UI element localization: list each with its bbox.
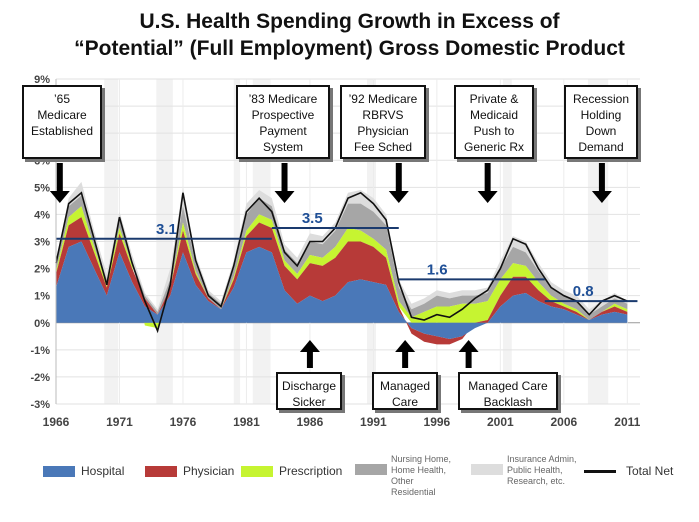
callout-top-1-line: Prospective [251, 108, 315, 122]
x-tick-label-7: 2001 [487, 415, 514, 429]
callout-top-2-line: Fee Sched [353, 140, 413, 154]
area-series-hospital [56, 241, 628, 339]
x-tick-label-5: 1991 [360, 415, 387, 429]
callout-top-0-line: Established [30, 124, 94, 138]
callout-top-3-line: Push to [473, 124, 515, 138]
callout-top-1: ’83 Medicare Prospective Payment System [236, 85, 330, 159]
legend-label-total: Total Net [626, 464, 674, 478]
legend-label-nursing: Nursing Home, Home Health, Other Residen… [391, 454, 452, 497]
chart-title-line1: U.S. Health Spending Growth in Excess of [139, 10, 560, 33]
legend-label-insurance: Insurance Admin, Public Health, Research… [507, 454, 577, 486]
callout-bottom-0-line: Discharge [281, 379, 337, 393]
y-tick-label-10: -1% [30, 345, 50, 357]
callout-bottom-0-line: Sicker [292, 395, 326, 409]
callout-bottom-1: Managed Care [372, 372, 438, 410]
callout-top-arrow-4-head [591, 191, 612, 203]
callout-top-3: Private & Medicaid Push to Generic Rx [454, 85, 534, 159]
y-tick-label-9: 0% [34, 318, 50, 330]
callout-top-arrow-3-head [477, 191, 498, 203]
area-series-insurance-admin [56, 181, 628, 315]
x-tick-label-2: 1976 [170, 415, 197, 429]
chart-title-line2: “Potential” (Full Employment) Gross Dome… [74, 37, 625, 60]
legend-label-hospital: Hospital [81, 464, 125, 478]
area-series-prescription [56, 206, 628, 329]
callout-top-arrow-1-head [274, 191, 295, 203]
x-tick-label-0: 1966 [43, 415, 70, 429]
y-tick-label-7: 2% [34, 264, 50, 276]
y-tick-label-11: -2% [30, 372, 50, 384]
chart-canvas: 9%8%7%6%5%4%3%2%1%0%-1%-2%-3%19661971197… [30, 74, 640, 429]
callout-bottom-arrow-1-head [395, 340, 416, 352]
callout-top-4-line: Demand [578, 140, 624, 154]
callout-bottom-1-line: Managed [379, 379, 431, 393]
callout-top-1-line: System [262, 140, 303, 154]
callout-bottom-1-line: Care [391, 395, 418, 409]
callout-top-arrow-2-head [388, 191, 409, 203]
average-label-1: 3.5 [302, 210, 323, 227]
legend-swatch-nursing [355, 464, 387, 475]
callout-top-4-line: Holding [580, 108, 622, 122]
callout-bottom-0: Discharge Sicker [276, 372, 342, 410]
x-tick-label-8: 2006 [550, 415, 577, 429]
callout-top-2-line: Physician [357, 124, 409, 138]
callout-top-0-line: Medicare [37, 108, 87, 122]
y-tick-label-5: 4% [34, 209, 50, 221]
legend-swatch-hospital [43, 466, 75, 477]
callout-bottom-2-line: Backlash [483, 395, 533, 409]
callout-top-0: ’65 Medicare Established [22, 85, 102, 159]
callout-top-4-line: Down [585, 124, 617, 138]
area-series-physician [56, 217, 628, 345]
y-tick-label-6: 3% [34, 237, 50, 249]
callout-top-3-line: Generic Rx [463, 140, 525, 154]
y-tick-label-8: 1% [34, 291, 50, 303]
callout-top-0-line: ’65 [53, 92, 70, 106]
average-label-3: 0.8 [573, 283, 594, 300]
callout-bottom-arrow-2-head [458, 340, 479, 352]
x-tick-label-6: 1996 [424, 415, 451, 429]
callout-top-4-line: Recession [572, 92, 630, 106]
area-series-nursing-home [56, 195, 628, 321]
x-tick-label-9: 2011 [614, 415, 640, 429]
callout-bottom-arrow-0-head [299, 340, 320, 352]
legend-label-physician: Physician [183, 464, 235, 478]
callout-top-4: Recession Holding Down Demand [564, 85, 638, 159]
callout-top-2-line: RBRVS [362, 108, 404, 122]
x-tick-label-4: 1986 [297, 415, 324, 429]
callout-bottom-2-line: Managed Care [468, 379, 548, 393]
callout-bottom-2: Managed Care Backlash [458, 372, 558, 410]
legend-swatch-total [584, 470, 616, 473]
legend-label-prescription: Prescription [279, 464, 343, 478]
callout-top-arrow-0-head [49, 191, 70, 203]
x-tick-label-1: 1971 [106, 415, 133, 429]
y-tick-label-4: 5% [34, 182, 50, 194]
average-label-2: 1.6 [427, 261, 448, 278]
legend-swatch-insurance [471, 464, 503, 475]
callout-top-3-line: Private & [469, 92, 519, 106]
chart-title: U.S. Health Spending Growth in Excess of… [0, 8, 699, 62]
legend: Hospital Physician Prescription Nursing … [0, 450, 699, 522]
legend-swatch-physician [145, 466, 177, 477]
callout-top-1-line: ’83 Medicare [248, 92, 318, 106]
average-label-0: 3.1 [156, 221, 177, 238]
callout-top-3-line: Medicaid [469, 108, 519, 122]
callout-top-2: ’92 Medicare RBRVS Physician Fee Sched [340, 85, 426, 159]
x-tick-label-3: 1981 [233, 415, 260, 429]
line-series-total-net [55, 191, 628, 334]
y-tick-label-12: -3% [30, 399, 50, 411]
legend-swatch-prescription [241, 466, 273, 477]
callout-top-1-line: Payment [259, 124, 307, 138]
callout-top-2-line: ’92 Medicare [348, 92, 418, 106]
y-tick-label-0: 9% [34, 74, 50, 86]
